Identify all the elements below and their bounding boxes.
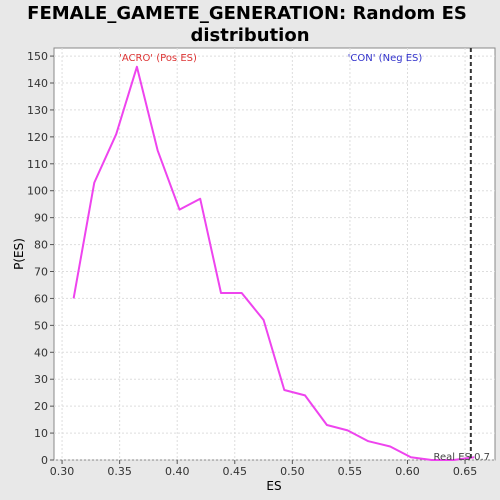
y-tick-label: 80 [34,239,48,252]
y-tick-label: 50 [34,319,48,332]
y-tick-label: 110 [27,158,48,171]
real-es-label: Real ES 0.7 [434,452,490,463]
y-tick-label: 100 [27,185,48,198]
axes-layer: 0 10 20 30 40 50 60 70 80 90 100 110 120 130 140 150 0.3… [27,50,477,478]
y-tick-label: 140 [27,77,48,90]
x-tick-label: 0.55 [338,465,363,478]
positive-es-label: 'ACRO' (Pos ES) [119,53,197,64]
x-tick-label: 0.60 [395,465,420,478]
negative-es-label: 'CON' (Neg ES) [348,53,423,64]
series-layer [72,65,475,461]
y-tick-label: 20 [34,400,48,413]
x-tick-label: 0.65 [453,465,478,478]
chart-title-line2: distribution [190,25,309,46]
grid-layer [54,48,495,461]
x-tick-label: 0.45 [223,465,248,478]
x-tick-label: 0.50 [280,465,305,478]
y-tick-label: 150 [27,50,48,63]
x-tick-label: 0.35 [107,465,132,478]
x-axis-label: ES [266,479,281,493]
y-tick-label: 60 [34,292,48,305]
x-tick-label: 0.30 [50,465,75,478]
y-tick-label: 70 [34,266,48,279]
y-tick-label: 40 [34,346,48,359]
y-tick-label: 0 [41,454,48,467]
y-tick-label: 30 [34,373,48,386]
y-tick-label: 90 [34,212,48,225]
y-tick-label: 130 [27,104,48,117]
plot-area [53,47,496,461]
x-tick-label: 0.40 [165,465,190,478]
y-tick-label: 10 [34,427,48,440]
y-tick-label: 120 [27,131,48,144]
y-axis-label: P(ES) [12,238,26,270]
chart-title-line1: FEMALE_GAMETE_GENERATION: Random ES [27,3,467,24]
series-line [72,65,475,461]
